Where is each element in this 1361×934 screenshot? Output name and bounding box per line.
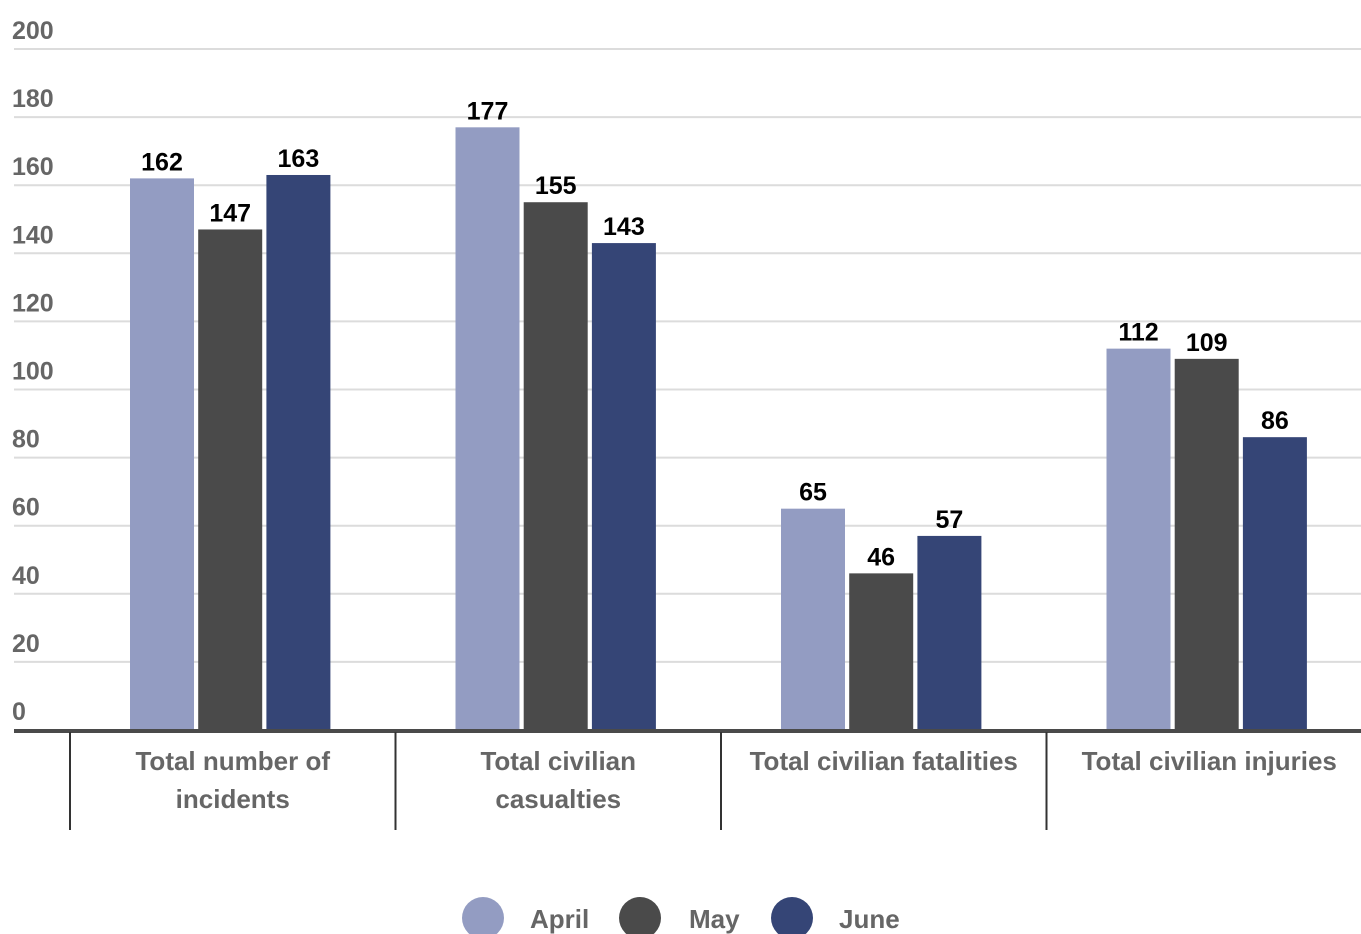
bar-april bbox=[781, 508, 845, 730]
y-tick-label: 80 bbox=[12, 426, 40, 454]
y-tick-label: 60 bbox=[12, 494, 40, 522]
data-label: 162 bbox=[141, 148, 183, 176]
data-label: 177 bbox=[467, 97, 509, 125]
data-label: 147 bbox=[209, 199, 251, 227]
legend-swatch-june bbox=[771, 897, 813, 934]
data-labels: 162 147 163 177 155 143 65 46 57 112 109 86 bbox=[141, 97, 1289, 571]
category-label: Total civilian fatalities bbox=[750, 746, 1018, 776]
bar-april bbox=[130, 178, 194, 730]
y-tick-label: 200 bbox=[12, 17, 54, 45]
x-axis-category-labels: Total number of incidents Total civilian ca… bbox=[135, 746, 1336, 814]
bar-june bbox=[1242, 437, 1307, 730]
legend-label: June bbox=[839, 904, 900, 934]
legend-label: April bbox=[530, 904, 589, 934]
data-label: 86 bbox=[1261, 407, 1289, 435]
y-tick-label: 180 bbox=[12, 85, 54, 113]
data-label: 143 bbox=[603, 213, 645, 241]
bar-may bbox=[1174, 358, 1239, 730]
category-label: Total civilian bbox=[480, 746, 636, 776]
legend-swatch-april bbox=[462, 897, 504, 934]
y-tick-label: 160 bbox=[12, 153, 54, 181]
x-axis bbox=[14, 729, 1361, 830]
bars bbox=[130, 127, 1307, 731]
y-tick-label: 120 bbox=[12, 289, 54, 317]
data-label: 112 bbox=[1118, 319, 1158, 347]
y-tick-label: 0 bbox=[12, 698, 26, 726]
data-label: 46 bbox=[867, 543, 895, 571]
data-label: 163 bbox=[278, 145, 320, 173]
bar-june bbox=[917, 535, 982, 730]
y-tick-label: 20 bbox=[12, 630, 40, 658]
legend: April May June bbox=[462, 897, 900, 934]
y-tick-label: 40 bbox=[12, 562, 40, 590]
category-label: casualties bbox=[495, 784, 621, 814]
data-label: 109 bbox=[1186, 329, 1228, 357]
data-label: 65 bbox=[799, 479, 827, 507]
bar-june bbox=[591, 243, 656, 730]
bar-may bbox=[849, 573, 914, 730]
y-tick-label: 140 bbox=[12, 221, 54, 249]
bar-may bbox=[523, 202, 588, 731]
data-label: 155 bbox=[535, 172, 577, 200]
bar-june bbox=[266, 174, 331, 731]
bar-april bbox=[455, 127, 520, 730]
bar-may bbox=[198, 229, 263, 730]
legend-swatch-may bbox=[619, 897, 661, 934]
legend-label: May bbox=[689, 904, 740, 934]
category-label: Total civilian injuries bbox=[1082, 746, 1337, 776]
category-label: Total number of bbox=[135, 746, 330, 776]
category-label: incidents bbox=[176, 784, 290, 814]
y-axis-ticks: 0 20 40 60 80 100 120 140 160 180 200 bbox=[12, 17, 54, 726]
data-label: 57 bbox=[935, 506, 963, 534]
y-tick-label: 100 bbox=[12, 358, 54, 386]
bar-april bbox=[1106, 348, 1171, 730]
